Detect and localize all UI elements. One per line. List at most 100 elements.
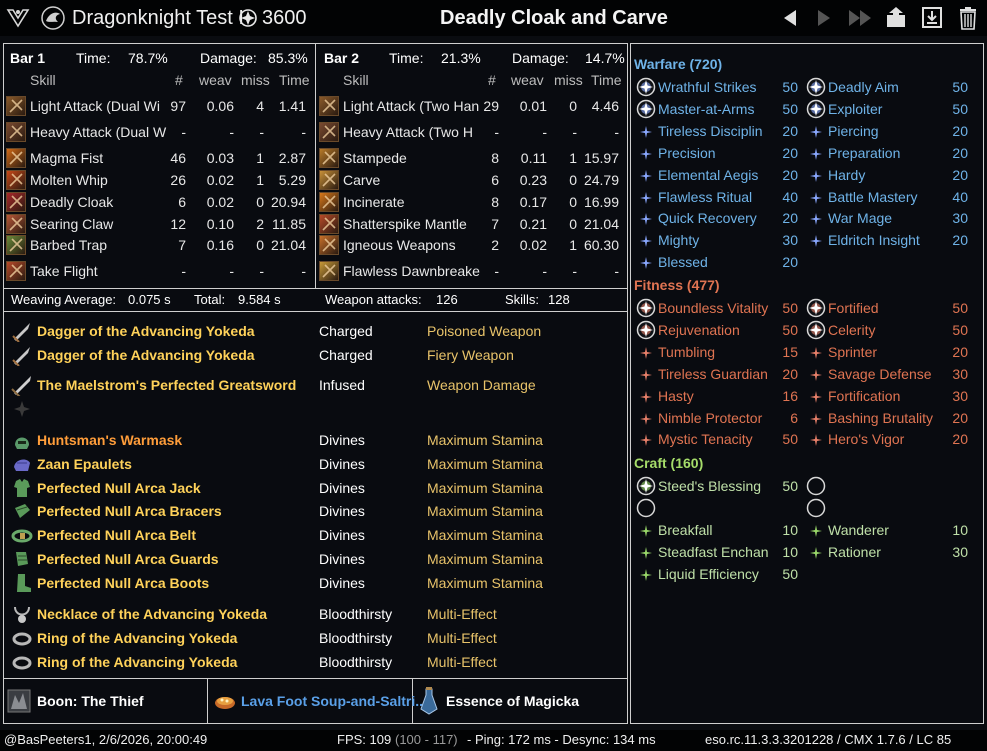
slotted-star-icon[interactable] [636, 99, 656, 119]
weaving-average-value: 0.075 s [128, 292, 171, 307]
character-name: Dragonknight Test I [72, 7, 244, 29]
passive-star-icon [640, 125, 652, 138]
skill-name: Take Flight [30, 263, 98, 279]
build-title: Deadly Cloak and Carve [440, 7, 668, 29]
skill-miss: 0 [256, 194, 264, 210]
skill-name: Shatterspike Mantle [343, 216, 467, 232]
skill-time: - [301, 263, 306, 279]
skill-miss: 1 [256, 150, 264, 166]
slotted-star-icon[interactable] [806, 320, 826, 340]
gear-enchant: Multi-Effect [427, 654, 497, 670]
empty-star-slot-icon[interactable] [636, 498, 656, 518]
empty-slot-icon [11, 398, 33, 420]
prev-icon[interactable] [778, 5, 802, 31]
play-icon[interactable] [812, 5, 836, 31]
ring-icon [11, 627, 33, 649]
skill-miss: 0 [569, 172, 577, 188]
cp-star-name: Liquid Efficiency [658, 565, 759, 582]
cp-star-name: Celerity [828, 321, 876, 338]
bar1-damage-value: 85.3% [268, 50, 308, 66]
skill-weav: 0.16 [206, 237, 234, 253]
food-label: Lava Foot Soup-and-Saltri... [241, 693, 427, 709]
slotted-star-icon[interactable] [806, 77, 826, 97]
passive-star-icon [640, 568, 652, 581]
skill-miss: 2 [256, 216, 264, 232]
passive-star-icon [810, 412, 822, 425]
skill-name: Incinerate [343, 194, 405, 210]
cp-star-name: Tireless Disciplin [658, 122, 763, 139]
passive-star-icon [640, 256, 652, 270]
passive-star-icon [640, 412, 652, 425]
slotted-star-icon[interactable] [636, 320, 656, 340]
skill-name: Stampede [343, 150, 407, 166]
cp-star-name: Quick Recovery [658, 210, 757, 227]
save-icon[interactable] [920, 5, 944, 31]
skills-value: 128 [548, 292, 570, 307]
bar2-col-count: # [488, 72, 496, 88]
skill-icon [6, 96, 26, 116]
empty-star-slot-icon[interactable] [806, 498, 826, 518]
cp-star-points: 20 [782, 144, 798, 161]
skill-count: 6 [178, 194, 186, 210]
cp-star-points: 20 [782, 166, 798, 183]
trash-icon[interactable] [956, 5, 980, 31]
passive-star-icon [810, 234, 822, 248]
bar1-time-value: 78.7% [128, 50, 168, 66]
fast-forward-icon[interactable] [846, 5, 876, 31]
skill-icon [319, 148, 339, 168]
cp-star-points: 40 [952, 188, 968, 205]
skill-weav: - [542, 124, 547, 140]
skill-time: 5.29 [278, 172, 306, 188]
gear-name: Perfected Null Arca Boots [37, 575, 210, 591]
cp-star-points: 20 [952, 343, 968, 360]
gear-enchant: Multi-Effect [427, 606, 497, 622]
cp-star-name: Tireless Guardian [658, 365, 768, 382]
skill-time: 16.99 [583, 194, 619, 210]
skill-miss: - [572, 263, 577, 279]
cp-star-points: 50 [782, 431, 798, 448]
empty-star-slot-icon[interactable] [806, 476, 826, 496]
slotted-star-icon[interactable] [806, 99, 826, 119]
cp-star-name: Hero's Vigor [828, 431, 905, 448]
skill-miss: 1 [256, 172, 264, 188]
slotted-star-icon[interactable] [636, 77, 656, 97]
cp-star-name: Precision [658, 144, 716, 161]
slotted-star-icon[interactable] [806, 298, 826, 318]
cp-star-points: 30 [782, 232, 798, 249]
passive-star-icon [640, 546, 652, 559]
food-icon [215, 697, 235, 709]
gear-trait: Bloodthirsty [319, 606, 393, 622]
skill-icon [6, 170, 26, 190]
cp-star-points: 50 [782, 300, 798, 316]
chest-icon [11, 477, 33, 499]
passive-star-icon [640, 147, 652, 160]
gear-name: Ring of the Advancing Yokeda [37, 630, 238, 646]
skill-icon [319, 214, 339, 234]
greatsword-icon [11, 374, 33, 398]
bar2-label: Bar 2 [324, 50, 360, 66]
footer-ping: - Ping: 172 ms - Desync: 134 ms [467, 732, 656, 747]
warfare-title: Warfare (720) [634, 56, 723, 72]
cp-star-points: 50 [782, 100, 798, 117]
title-bar: Dragonknight Test I 3600 Deadly Cloak an… [0, 0, 987, 36]
mundus-stone-icon [7, 689, 31, 713]
slotted-star-icon[interactable] [636, 476, 656, 496]
passive-star-icon [640, 390, 652, 403]
skill-time: 1.41 [278, 98, 306, 114]
helmet-icon [11, 429, 33, 451]
upload-icon[interactable] [884, 5, 908, 31]
skill-weav: 0.21 [519, 216, 547, 232]
cp-star-name: Steed's Blessing [658, 478, 762, 494]
passive-star-icon [640, 169, 652, 182]
bar1-col-miss: miss [241, 72, 270, 88]
cp-star-points: 20 [952, 122, 968, 139]
skill-count: 8 [491, 194, 499, 210]
footer-fps: FPS: 109 [337, 732, 392, 747]
cp-star-points: 50 [782, 79, 798, 95]
skill-weav: 0.06 [206, 98, 234, 114]
potion-icon [420, 687, 438, 715]
bar1-time-label: Time: [76, 50, 111, 66]
skill-weav: 0.02 [206, 194, 234, 210]
slotted-star-icon[interactable] [636, 298, 656, 318]
footer-user-date: @BasPeeters1, 2/6/2026, 20:00:49 [4, 732, 208, 747]
